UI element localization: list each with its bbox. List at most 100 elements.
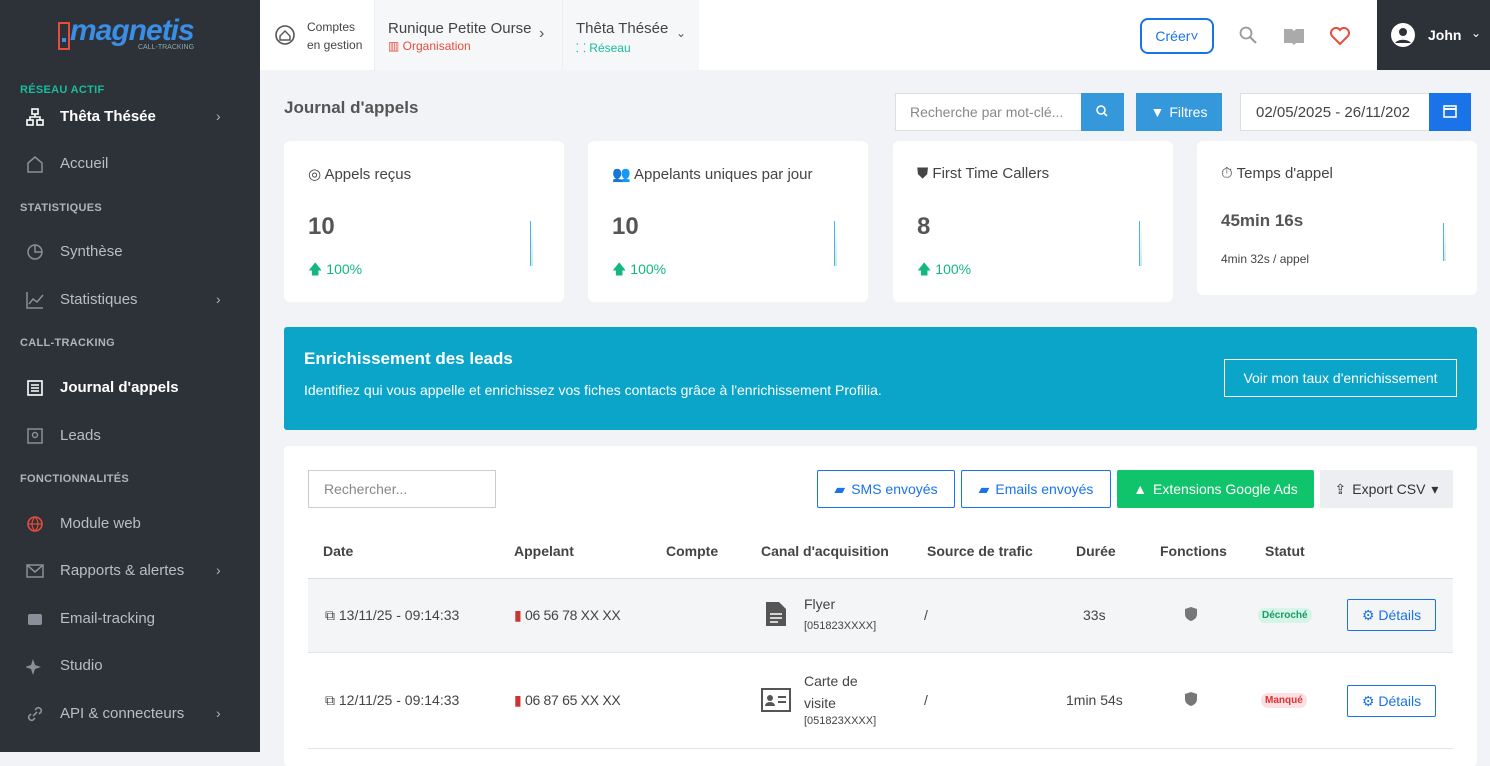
nav-item[interactable]: Synthèse	[60, 243, 123, 260]
column-header: Canal d'acquisition	[761, 543, 889, 559]
sparkline	[530, 221, 533, 266]
keyword-search[interactable]: Recherche par mot-clé...	[895, 93, 1082, 131]
traffic-source: /	[924, 692, 928, 708]
kpi-change-text: 100%	[630, 261, 667, 277]
nav-icon	[27, 706, 43, 722]
banner-title: Enrichissement des leads	[304, 349, 513, 368]
network-selector[interactable]: Thêta Thésée ⸬ Réseau ⌄	[562, 0, 699, 70]
nav-item[interactable]: Module web	[60, 515, 141, 532]
column-header: Date	[323, 543, 354, 559]
kpi-title: ⏱ Temps d'appel	[1221, 165, 1333, 182]
calendar-icon	[1443, 105, 1457, 118]
button-label: Extensions Google Ads	[1153, 481, 1298, 497]
button-label: Export CSV	[1352, 481, 1426, 497]
kpi-value: 10	[612, 213, 639, 240]
org-type-text: Organisation	[402, 39, 471, 53]
nav-item[interactable]: Email-tracking	[60, 610, 156, 627]
nav-item-active[interactable]: Journal d'appels	[60, 379, 179, 396]
nav-icon	[26, 659, 41, 675]
flag: ▮	[514, 607, 522, 623]
avatar	[1391, 23, 1415, 47]
banner-text: Identifiez qui vous appelle et enrichiss…	[304, 382, 882, 398]
details-button[interactable]: ⚙ Détails	[1347, 685, 1436, 717]
logo[interactable]: magnetis CALL-TRACKING	[58, 14, 208, 58]
call-date: ⧉ 12/11/25 - 09:14:33	[325, 692, 460, 708]
sparkline	[834, 221, 837, 266]
kpi-change: 🡅 100%	[308, 261, 363, 277]
caller-number: 06 87 65 XX XX	[525, 692, 621, 708]
date-text: 13/11/25 - 09:14:33	[338, 607, 460, 623]
logo-subtitle: CALL-TRACKING	[138, 44, 195, 51]
export-button[interactable]: ⇪ Export CSV ▾	[1320, 470, 1453, 508]
enrichment-banner: Enrichissement des leads Identifiez qui …	[284, 327, 1477, 430]
kpi-change: 4min 32s / appel	[1221, 252, 1310, 266]
sparkline	[1443, 223, 1446, 261]
google-ads-button[interactable]: ▲ Extensions Google Ads	[1117, 470, 1314, 508]
chevron: ›	[216, 291, 221, 307]
kpi-change: 🡅 100%	[917, 261, 972, 277]
user-menu[interactable]: John ⌄	[1377, 0, 1490, 70]
kpi-change-text: 100%	[326, 261, 363, 277]
kpi-title-text: Temps d'appel	[1236, 165, 1333, 182]
date-text: 12/11/25 - 09:14:33	[338, 692, 460, 708]
channel-icon	[761, 688, 791, 712]
duration: 1min 54s	[1066, 692, 1123, 708]
kpi-title-text: Appelants uniques par jour	[634, 166, 813, 183]
function-icon	[1185, 692, 1197, 706]
details-label: Détails	[1378, 607, 1422, 623]
accounts-line[interactable]: en gestion	[307, 38, 363, 52]
nav-item[interactable]: Rapports & alertes	[60, 562, 185, 579]
channel-id: [051823XXXX]	[804, 620, 877, 632]
accounts-line[interactable]: Comptes	[307, 20, 356, 34]
column-header: Fonctions	[1160, 543, 1227, 559]
filters-button[interactable]: ▼ Filtres	[1136, 93, 1222, 131]
logo-mark	[58, 22, 70, 50]
nav-item[interactable]: API & connecteurs	[60, 705, 185, 722]
docs-icon[interactable]	[1283, 27, 1305, 45]
home-button[interactable]	[275, 25, 295, 45]
table-search[interactable]: Rechercher...	[308, 470, 496, 508]
chevron: ›	[216, 108, 221, 124]
flag: ▮	[514, 692, 522, 708]
kpi-card: ⏱ Temps d'appel 45min 16s 4min 32s / app…	[1197, 141, 1477, 295]
topbar: Comptes en gestion Runique Petite Ourse …	[260, 0, 1490, 70]
chevron: ›	[216, 705, 221, 721]
network-name[interactable]: Thêta Thésée	[60, 108, 156, 125]
channel-name: Carte de visite	[804, 673, 858, 711]
icon: ▰	[978, 480, 990, 497]
nav-item[interactable]: Accueil	[60, 155, 109, 172]
network-type: ⸬ Réseau	[576, 41, 631, 55]
create-button[interactable]: Créer ˅	[1140, 18, 1214, 54]
enrichment-button[interactable]: Voir mon taux d'enrichissement	[1224, 359, 1457, 397]
details-button[interactable]: ⚙ Détails	[1347, 599, 1436, 631]
nav-icon	[27, 516, 43, 532]
date-range[interactable]: 02/05/2025 - 26/11/202	[1240, 93, 1430, 131]
nav-icon	[26, 564, 44, 578]
kpi-value: 10	[308, 213, 335, 240]
network-label: RÉSEAU ACTIF	[20, 84, 105, 96]
button-label: SMS envoyés	[851, 481, 938, 497]
nav-section: FONCTIONNALITÉS	[20, 473, 129, 485]
channel-icon	[766, 602, 786, 626]
nav-item[interactable]: Leads	[60, 427, 101, 444]
network-icon	[26, 108, 44, 126]
calendar-button[interactable]	[1429, 93, 1471, 131]
chevron: ›	[539, 25, 545, 42]
emails-button[interactable]: ▰ Emails envoyés	[961, 470, 1111, 508]
kpi-card: ◎ Appels reçus 10 🡅 100%	[284, 141, 564, 302]
kpi-value: 45min 16s	[1221, 211, 1304, 230]
nav-item[interactable]: Studio	[60, 657, 103, 674]
sms-button[interactable]: ▰ SMS envoyés	[817, 470, 955, 508]
icon: ▲	[1133, 481, 1148, 497]
org-selector[interactable]: Runique Petite Ourse ▥ Organisation ›	[374, 0, 562, 70]
filter-icon: ▼	[1150, 104, 1165, 120]
nav-item[interactable]: Statistiques	[60, 291, 138, 308]
nav-section: CALL-TRACKING	[20, 337, 115, 349]
search-button[interactable]	[1081, 93, 1124, 131]
home-icon	[27, 156, 43, 173]
network-name: Thêta Thésée	[576, 20, 669, 37]
search-icon[interactable]	[1239, 26, 1257, 44]
user-name: John	[1428, 27, 1462, 43]
favorites-icon[interactable]	[1329, 26, 1351, 46]
